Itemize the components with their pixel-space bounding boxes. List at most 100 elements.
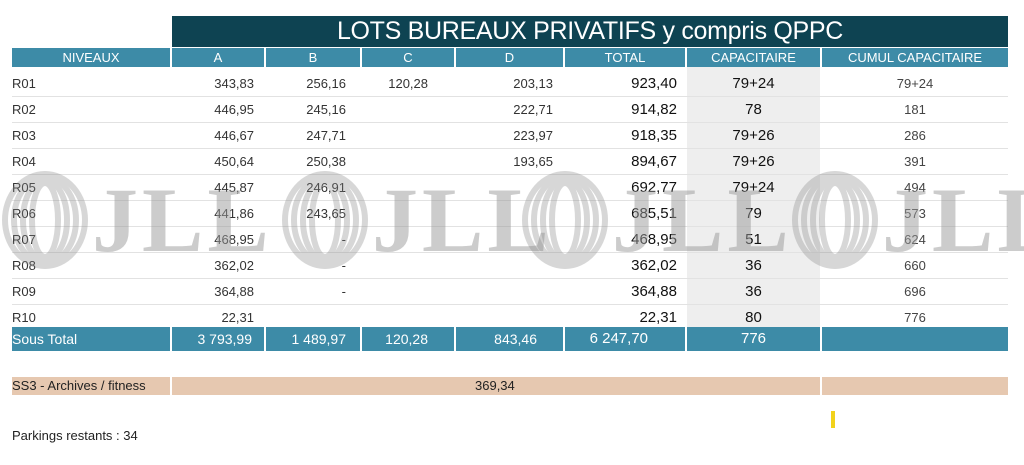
row-divider: [12, 200, 1008, 201]
cell-total: 468,95: [631, 231, 677, 248]
subtotal-a: 3 793,99: [197, 331, 253, 347]
header-total: TOTAL: [565, 48, 685, 67]
cell-cumul: 660: [904, 258, 926, 273]
cell-a: 445,87: [214, 180, 254, 195]
cell-capacitaire: 79+24: [732, 179, 775, 196]
subtotal-label: Sous Total: [12, 331, 78, 347]
subtotal-b: 1 489,97: [291, 331, 347, 347]
row-divider: [12, 148, 1008, 149]
cell-total: 894,67: [631, 153, 677, 170]
row-label: R01: [12, 76, 36, 91]
cell-a: 364,88: [214, 284, 254, 299]
cell-a: 441,86: [214, 206, 254, 221]
parking-note: Parkings restants : 34: [12, 428, 138, 443]
ss3-label: SS3 - Archives / fitness: [12, 378, 146, 393]
divider: [563, 327, 565, 351]
cell-total: 22,31: [639, 309, 677, 326]
cell-a: 450,64: [214, 154, 254, 169]
subtotal-d: 843,46: [494, 331, 537, 347]
header-d: D: [456, 48, 563, 67]
cell-d: [456, 253, 553, 279]
cell-a: 446,95: [214, 102, 254, 117]
header-a: A: [172, 48, 264, 67]
divider: [454, 327, 456, 351]
cell-b: 256,16: [306, 76, 346, 91]
cell-d: [456, 279, 553, 305]
cell-cumul: 181: [904, 102, 926, 117]
cell-a: 468,95: [214, 232, 254, 247]
ss3-value: 369,34: [475, 378, 515, 393]
cell-d: [456, 201, 553, 227]
cell-total: 914,82: [631, 101, 677, 118]
cell-c: [362, 201, 428, 227]
cell-b: -: [341, 284, 346, 299]
divider: [170, 377, 172, 395]
row-label: R05: [12, 180, 36, 195]
row-divider: [12, 226, 1008, 227]
cell-c: [362, 227, 428, 253]
cell-c: [362, 175, 428, 201]
ss3-row: [12, 377, 1008, 395]
cell-b: 243,65: [306, 206, 346, 221]
table-title: LOTS BUREAUX PRIVATIFS y compris QPPC: [172, 16, 1008, 47]
header-c: C: [362, 48, 454, 67]
row-label: R07: [12, 232, 36, 247]
cell-cumul: 776: [904, 310, 926, 325]
cell-capacitaire: 36: [745, 283, 762, 300]
cell-capacitaire: 36: [745, 257, 762, 274]
row-divider: [12, 252, 1008, 253]
row-label: R03: [12, 128, 36, 143]
row-divider: [12, 304, 1008, 305]
cell-b: 250,38: [306, 154, 346, 169]
divider: [685, 327, 687, 351]
cell-cumul: 494: [904, 180, 926, 195]
cell-capacitaire: 79: [745, 205, 762, 222]
divider: [360, 327, 362, 351]
cell-b: -: [341, 258, 346, 273]
row-label: R04: [12, 154, 36, 169]
cell-capacitaire: 78: [745, 101, 762, 118]
row-divider: [12, 278, 1008, 279]
cell-total: 923,40: [631, 75, 677, 92]
cell-cumul: 79+24: [896, 76, 934, 91]
divider: [820, 377, 822, 395]
cell-d: [456, 227, 553, 253]
cell-total: 685,51: [631, 205, 677, 222]
cell-a: 362,02: [214, 258, 254, 273]
cell-c: [362, 123, 428, 149]
cell-b: 247,71: [306, 128, 346, 143]
cell-total: 364,88: [631, 283, 677, 300]
cell-c: [362, 279, 428, 305]
cell-d: [456, 175, 553, 201]
row-divider: [12, 174, 1008, 175]
header-niveaux: NIVEAUX: [12, 48, 170, 67]
divider: [820, 327, 822, 351]
cell-a: 22,31: [221, 310, 254, 325]
cell-cumul: 286: [904, 128, 926, 143]
subtotal-total: 6 247,70: [589, 330, 648, 347]
row-divider: [12, 96, 1008, 97]
cell-capacitaire: 79+24: [732, 75, 775, 92]
cell-c: [362, 149, 428, 175]
cell-total: 918,35: [631, 127, 677, 144]
cell-capacitaire: 79+26: [732, 127, 775, 144]
cell-cumul: 696: [904, 284, 926, 299]
cell-a: 446,67: [214, 128, 254, 143]
yellow-marker: [831, 411, 835, 428]
cell-capacitaire: 80: [745, 309, 762, 326]
row-label: R08: [12, 258, 36, 273]
cell-c: [362, 253, 428, 279]
cell-d: 223,97: [513, 128, 553, 143]
cell-cumul: 391: [904, 154, 926, 169]
row-divider: [12, 122, 1008, 123]
row-label: R06: [12, 206, 36, 221]
header-cumul-capacitaire: CUMUL CAPACITAIRE: [822, 48, 1008, 67]
capacitaire-column-shade: [687, 67, 820, 327]
row-label: R09: [12, 284, 36, 299]
cell-b: 246,91: [306, 180, 346, 195]
cell-d: 203,13: [513, 76, 553, 91]
cell-c: 120,28: [388, 76, 428, 91]
cell-total: 692,77: [631, 179, 677, 196]
cell-b: -: [341, 232, 346, 247]
row-label: R10: [12, 310, 36, 325]
